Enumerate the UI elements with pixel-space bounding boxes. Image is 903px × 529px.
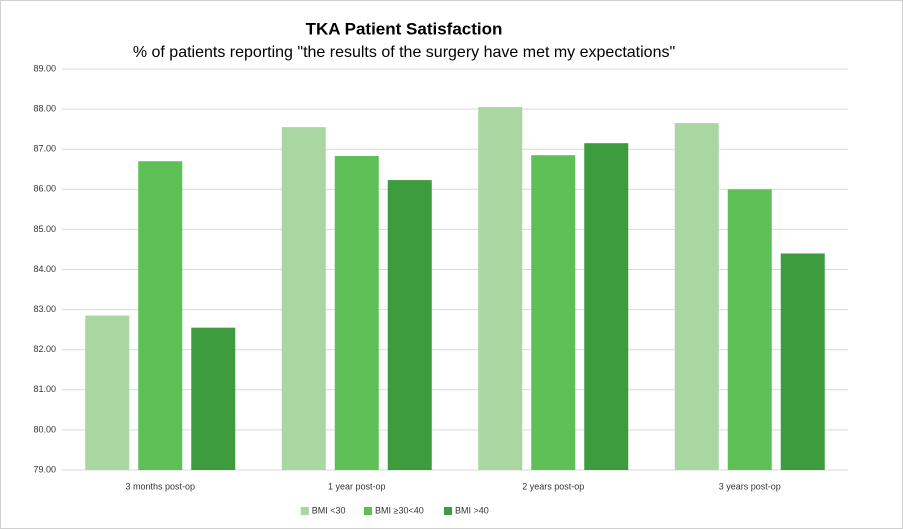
y-tick-label: 83.00 (33, 304, 56, 314)
bar (191, 327, 236, 470)
y-tick-label: 81.00 (33, 384, 56, 394)
bar (138, 161, 183, 471)
bar (334, 156, 379, 470)
bar (727, 189, 772, 471)
legend-swatch (444, 507, 452, 515)
bar (387, 180, 432, 470)
bar (584, 143, 629, 470)
y-tick-label: 85.00 (33, 224, 56, 234)
legend-swatch (364, 507, 372, 515)
bar (531, 155, 576, 470)
bar (780, 253, 825, 470)
legend-swatch (300, 507, 309, 515)
y-tick-label: 87.00 (33, 144, 56, 154)
bar (478, 107, 523, 470)
bar (85, 315, 130, 470)
x-tick-label: 3 months post-op (125, 481, 195, 491)
y-tick-label: 84.00 (33, 264, 56, 274)
y-tick-label: 82.00 (33, 344, 56, 354)
legend-label: BMI ≥30<40 (375, 505, 424, 515)
legend-label: BMI <30 (312, 505, 346, 515)
y-tick-label: 88.00 (33, 103, 56, 113)
x-tick-label: 1 year post-op (328, 481, 386, 491)
x-tick-label: 2 years post-op (522, 481, 584, 491)
legend-label: BMI >40 (455, 505, 489, 515)
y-tick-label: 89.00 (33, 63, 56, 73)
bar (281, 127, 326, 471)
chart-title: TKA Patient Satisfaction (306, 19, 503, 38)
y-tick-label: 86.00 (33, 184, 56, 194)
y-tick-label: 79.00 (33, 464, 56, 474)
bar (674, 123, 719, 470)
x-tick-label: 3 years post-op (719, 481, 781, 491)
y-tick-label: 80.00 (33, 424, 56, 434)
chart-subtitle: % of patients reporting "the results of … (133, 44, 675, 61)
